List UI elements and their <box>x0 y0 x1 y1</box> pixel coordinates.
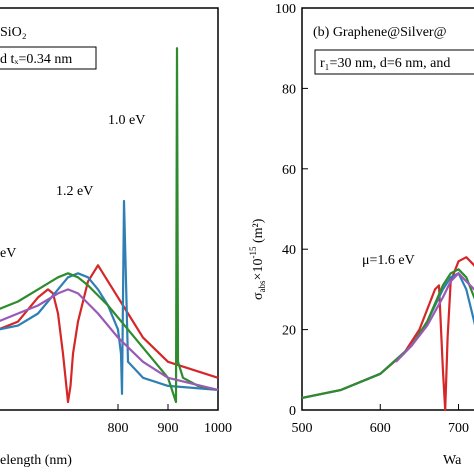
panel-b-y-tick-label-60: 60 <box>282 163 296 178</box>
annotation-ev-fragment: eV <box>0 246 16 261</box>
panel-b-x-tick-label-500: 500 <box>292 421 313 436</box>
panel-a-x-tick-label-800: 800 <box>108 421 129 436</box>
panel-a-series-group <box>0 47 219 404</box>
annotation-1-2-ev: 1.2 eV <box>56 184 93 199</box>
panel-b-frame <box>301 7 474 411</box>
panel-a-series-line-2 <box>0 199 219 395</box>
ylabel-times10: ×10 <box>251 259 266 281</box>
annotation-mu-1-6-ev: μ=1.6 eV <box>362 253 415 268</box>
panel-b-y-tick-label-40: 40 <box>282 243 296 258</box>
ylabel-exp: -15 <box>248 246 258 258</box>
panel-b-y-tick-label-100: 100 <box>275 2 296 17</box>
panel-b-xlabel: Wa <box>443 453 462 468</box>
panel-a-param-text: d tₓ=0.34 nm <box>0 52 72 67</box>
panel-b-y-tick-label-0: 0 <box>289 404 296 419</box>
ylabel-abs-sub: abs <box>257 280 267 292</box>
panel-a-title-fragment: SiO₂ <box>0 25 27 40</box>
panel-a-frame <box>0 7 219 411</box>
panel-a-x-tick-label-1000: 1000 <box>204 421 232 436</box>
ylabel-unit: (m²) <box>251 218 266 246</box>
panel-a-series-line-4 <box>0 288 219 391</box>
ylabel-sigma: σ <box>251 292 266 300</box>
panel-b-param-box <box>314 49 474 75</box>
panel-b-ticks: 500 600 700 0 20 40 60 80 100 <box>275 2 469 436</box>
panel-a-ticks: 800 900 1000 <box>108 404 232 436</box>
panel-a-param-box <box>0 46 97 70</box>
panel-b-x-tick-label-700: 700 <box>448 421 469 436</box>
panel-a-x-tick-label-900: 900 <box>158 421 179 436</box>
panel-b-x-tick-label-600: 600 <box>370 421 391 436</box>
panel-a: 800 900 1000 SiO₂ d tₓ=0.34 nm 1.0 eV 1.2 … <box>0 7 232 468</box>
panel-b-y-tick-label-80: 80 <box>282 82 296 97</box>
panel-b-y-tick-label-20: 20 <box>282 324 296 339</box>
panel-b-series-group <box>301 256 474 412</box>
panel-b-title: (b) Graphene@Silver@ <box>313 25 447 40</box>
panel-b-param-text: r₁=30 nm, d=6 nm, and <box>320 56 450 71</box>
panel-a-xlabel: elength (nm) <box>0 453 72 468</box>
panel-b-ylabel: σabs×10-15 (m²) <box>248 218 267 300</box>
panel-b-series-line-4 <box>395 272 474 363</box>
panel-b: 500 600 700 0 20 40 60 80 100 (b) Graphene@Silve… <box>248 2 474 468</box>
panel-a-series-line-3 <box>0 47 219 404</box>
annotation-1-0-ev: 1.0 eV <box>108 113 145 128</box>
